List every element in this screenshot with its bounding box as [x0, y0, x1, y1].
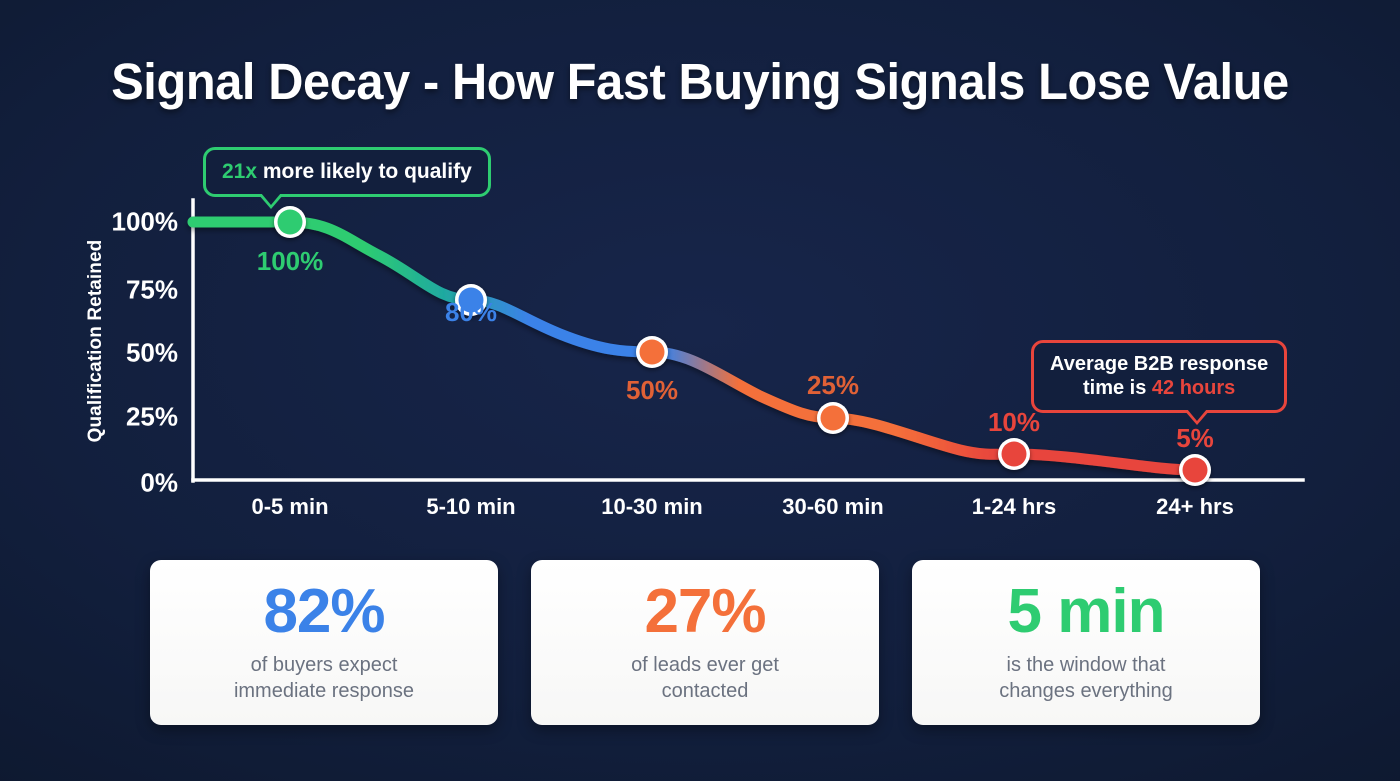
stat-card-caption: of leads ever get contacted: [631, 653, 779, 704]
y-tick-label-100: 100%: [111, 206, 179, 237]
data-point-10-30-min: [636, 336, 668, 368]
callout-red-tail-inner: [1187, 408, 1207, 421]
data-point-1-24-hrs: [998, 438, 1030, 470]
callout-green-text: more likely to qualify: [257, 160, 472, 183]
stat-card-caption-line1: of buyers expect: [250, 653, 398, 676]
stat-card-caption-line2: contacted: [661, 679, 749, 702]
stat-card: 82% of buyers expect immediate response: [150, 560, 498, 725]
stat-card-caption: is the window that changes everything: [999, 653, 1172, 704]
data-label-5-10-min: 80%: [444, 297, 498, 327]
x-tick-label-30-60-min: 30-60 min: [782, 494, 884, 519]
data-point-0-5-min: [274, 206, 306, 238]
page-title: Signal Decay - How Fast Buying Signals L…: [111, 53, 1289, 110]
stat-card-caption: of buyers expect immediate response: [234, 653, 414, 704]
stat-card-caption-line2: changes everything: [999, 679, 1173, 702]
y-tick-label-25: 25%: [125, 401, 178, 432]
data-label-0-5-min: 100%: [256, 246, 324, 276]
y-tick-label-75: 75%: [125, 274, 178, 305]
stat-card-value: 5 min: [1007, 576, 1166, 646]
callout-green-highlight: 21x: [222, 160, 258, 183]
callout-qualify-rate: 21x more likely to qualify: [203, 147, 491, 209]
x-tick-label-5-10-min: 5-10 min: [426, 494, 516, 519]
callout-red-highlight: 42 hours: [1151, 377, 1236, 400]
stat-card-caption-line1: is the window that: [1006, 653, 1166, 676]
callout-red-line1: Average B2B response: [1050, 353, 1269, 375]
y-tick-label-0: 0%: [140, 467, 178, 498]
callout-response-time: Average B2B response time is 42 hours: [1031, 340, 1288, 425]
stat-card-list: 82% of buyers expect immediate response …: [150, 560, 1260, 725]
data-point-24-plus-hrs: [1179, 454, 1211, 486]
callout-red-line2-prefix: time is: [1082, 377, 1152, 400]
stat-card: 27% of leads ever get contacted: [531, 560, 879, 725]
data-label-1-24-hrs: 10%: [987, 407, 1041, 437]
y-tick-label-50: 50%: [125, 337, 178, 368]
x-tick-label-1-24-hrs: 1-24 hrs: [971, 494, 1057, 519]
x-tick-label-10-30-min: 10-30 min: [601, 494, 703, 519]
stat-card-caption-line1: of leads ever get: [631, 653, 779, 676]
stat-card-value: 82%: [263, 576, 385, 646]
stat-card-value: 27%: [644, 576, 766, 646]
stat-card: 5 min is the window that changes everyth…: [912, 560, 1260, 725]
data-label-10-30-min: 50%: [625, 375, 679, 405]
stat-card-caption-line2: immediate response: [233, 679, 415, 702]
data-label-24-plus-hrs: 5%: [1176, 423, 1214, 453]
y-axis-title: Qualification Retained: [85, 239, 106, 443]
data-point-30-60-min: [817, 402, 849, 434]
x-tick-label-0-5-min: 0-5 min: [251, 494, 329, 519]
callout-green-tail-inner: [261, 192, 281, 205]
data-label-30-60-min: 25%: [806, 370, 860, 400]
x-tick-label-24-plus-hrs: 24+ hrs: [1156, 494, 1234, 519]
